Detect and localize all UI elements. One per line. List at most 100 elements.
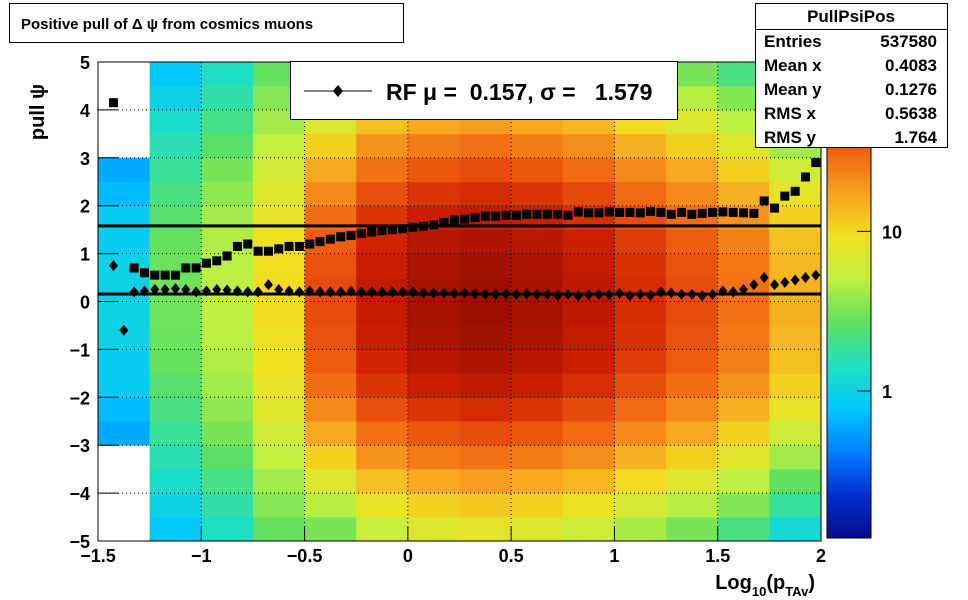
heatmap-cell — [98, 157, 150, 183]
mean-point — [418, 287, 428, 299]
colorbar-segment — [827, 335, 871, 341]
colorbar-segment — [827, 438, 871, 444]
rms-point — [170, 270, 180, 280]
y-tick-label: 3 — [80, 149, 90, 169]
rms-point — [387, 225, 397, 235]
heatmap-cell — [717, 157, 770, 183]
heatmap-cell — [614, 157, 667, 183]
heatmap-cell — [407, 157, 460, 183]
heatmap-cell — [459, 325, 512, 350]
heatmap-cell — [407, 421, 460, 446]
rms-point — [325, 234, 335, 244]
legend-value: 0.157 — [470, 79, 528, 105]
heatmap-cell — [149, 349, 202, 374]
rms-point — [635, 208, 645, 218]
colorbar-segment — [827, 188, 871, 194]
colorbar-segment — [827, 494, 871, 499]
heatmap-cell — [356, 445, 409, 470]
mean-point — [222, 284, 232, 296]
colorbar-segment — [827, 359, 871, 364]
rms-point — [274, 244, 284, 254]
colorbar-segment — [827, 252, 871, 257]
rms-point — [522, 209, 532, 219]
colorbar-segment — [827, 419, 871, 424]
x-title-sub: TAv — [785, 584, 809, 599]
heatmap-cell — [511, 133, 564, 159]
mean-point — [491, 288, 501, 300]
colorbar-segment — [827, 498, 871, 503]
heatmap-cell — [149, 373, 202, 398]
title-box — [9, 3, 404, 43]
heatmap-cell — [769, 229, 821, 254]
heatmap-cell — [304, 517, 357, 541]
heatmap-cell — [356, 421, 409, 446]
heatmap-cell — [562, 421, 615, 446]
heatmap-cell — [614, 133, 667, 159]
heatmap-cell — [511, 325, 564, 350]
stats-value: 1.764 — [894, 128, 937, 147]
colorbar-segment — [827, 319, 871, 325]
heatmap-cell — [356, 373, 409, 398]
heatmap-cell — [304, 469, 357, 494]
mean-point — [542, 288, 552, 300]
rms-point — [770, 203, 780, 213]
heatmap-cell — [717, 421, 770, 446]
mean-point — [284, 285, 294, 297]
heatmap-cell — [717, 397, 770, 422]
colorbar-segment — [827, 157, 871, 162]
rms-point — [253, 246, 263, 256]
rms-point — [449, 215, 459, 225]
colorbar-segment — [827, 307, 871, 313]
rms-point — [491, 211, 501, 221]
heatmap-cell — [666, 469, 719, 494]
y-axis-title: pull ψ — [27, 84, 49, 140]
legend-marker — [333, 85, 343, 97]
heatmap-cell — [201, 85, 254, 111]
legend-text: RF μ = 0.157, σ = 1.579 — [386, 79, 652, 105]
colorbar-segment — [827, 220, 871, 226]
rms-point — [563, 210, 573, 220]
colorbar-segment — [827, 454, 871, 460]
x-title-sub: 10 — [752, 584, 766, 599]
mean-point — [646, 289, 656, 301]
heatmap-cell — [201, 325, 254, 350]
colorbar-segment — [827, 506, 871, 511]
rms-point — [749, 208, 759, 218]
rms-point — [232, 241, 242, 251]
rms-point — [429, 220, 439, 230]
heatmap-cell — [666, 349, 719, 374]
mean-point — [718, 285, 728, 297]
heatmap-cell — [511, 229, 564, 254]
heatmap-cell — [562, 157, 615, 183]
colorbar-segment — [827, 391, 871, 396]
heatmap-cell — [149, 157, 202, 183]
colorbar-segment — [827, 426, 871, 432]
colorbar-segment — [827, 300, 871, 305]
colorbar-segment — [827, 280, 871, 285]
rms-point — [212, 256, 222, 266]
heatmap-cell — [459, 445, 512, 470]
heatmap-cell — [201, 301, 254, 326]
colorbar-segment — [827, 395, 871, 400]
rms-point — [139, 268, 149, 278]
mean-point — [170, 283, 180, 295]
heatmap-cell — [98, 229, 150, 254]
heatmap-cell — [511, 349, 564, 374]
heatmap-cell — [511, 493, 564, 518]
mean-point — [480, 288, 490, 300]
mean-point — [811, 269, 821, 281]
colorbar-segment — [827, 236, 871, 241]
rms-point — [346, 230, 356, 240]
heatmap-cell — [562, 349, 615, 374]
y-tick-label: 5 — [80, 53, 90, 73]
mean-point — [346, 285, 356, 297]
heatmap-cell — [252, 349, 305, 374]
heatmap-cell — [407, 229, 460, 254]
mean-point — [584, 289, 594, 301]
rms-point — [604, 207, 614, 217]
heatmap-cell — [614, 181, 667, 206]
colorbar-segment — [827, 200, 871, 206]
stats-label: Mean x — [764, 56, 822, 75]
heatmap-cell — [769, 349, 821, 374]
rms-point — [656, 207, 666, 217]
